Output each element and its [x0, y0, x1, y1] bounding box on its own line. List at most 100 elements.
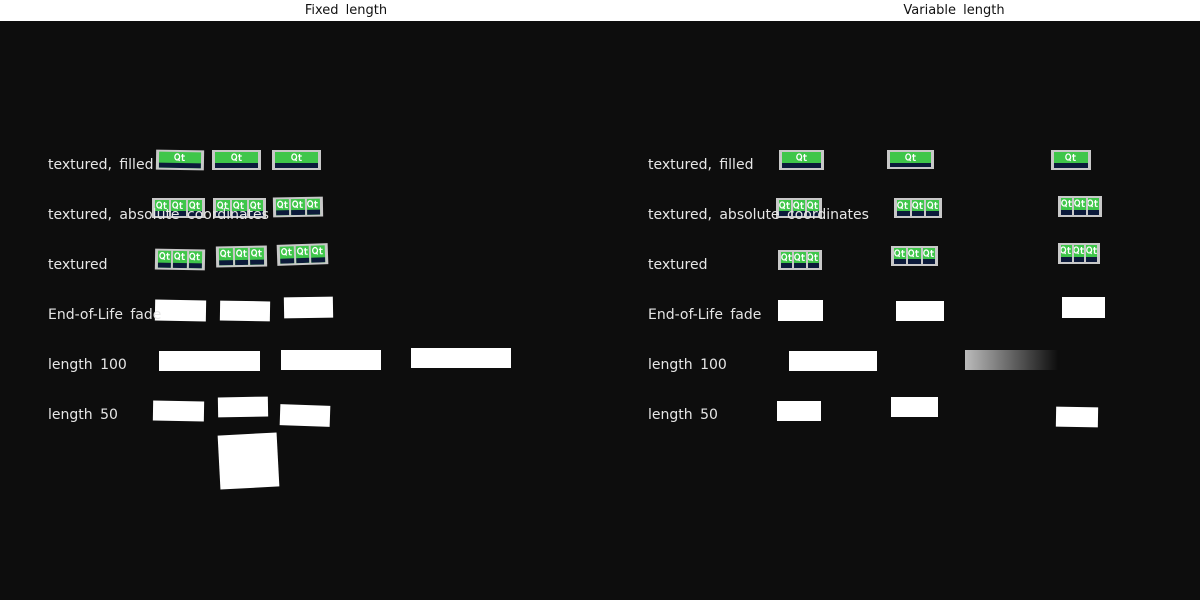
qt-logo-lettering [307, 200, 319, 209]
qt-logo-icon [1086, 245, 1098, 262]
row-label-textured-filled: textured, filled [648, 157, 754, 173]
variable-length-panel: textured, filled textured, absolute coord… [600, 21, 1200, 600]
qt-logo-icon [187, 200, 202, 216]
qt-logo-lettering [249, 201, 261, 210]
qt-logo-icon [216, 200, 231, 216]
qt-logo-lettering [296, 247, 308, 256]
qt-logo-particle [887, 150, 934, 169]
trail-particle [283, 296, 334, 319]
qt-logo-icon [157, 250, 172, 268]
qt-logo-icon [279, 246, 294, 264]
row-label-end-of-life-fade: End-of-Life fade [48, 307, 162, 323]
qt-logo-lettering [912, 201, 923, 210]
qt-logo-icon [794, 252, 806, 268]
qt-logo-particle [215, 245, 268, 268]
row-label-textured: textured [48, 257, 108, 273]
qt-logo-icon [173, 250, 187, 269]
qt-logo-icon [188, 251, 203, 269]
row-label-length-50: length 50 [48, 407, 118, 423]
qt-logo-lettering [1087, 199, 1099, 208]
qt-logo-icon [793, 200, 805, 216]
qt-logo-lettering [156, 201, 167, 210]
qt-logo-lettering [174, 153, 185, 162]
qt-logo-particle [272, 150, 321, 170]
qt-logo-lettering [158, 252, 170, 261]
qt-logo-lettering [172, 201, 184, 210]
qt-logo-lettering [1086, 246, 1097, 255]
trail-particle [789, 351, 877, 371]
qt-logo-particle [779, 150, 824, 170]
qt-logo-lettering [312, 246, 323, 255]
qt-logo-icon [890, 152, 931, 167]
qt-logo-icon [234, 247, 249, 266]
qt-logo-particle [152, 198, 205, 218]
qt-logo-particle [213, 198, 266, 218]
trail-particle [217, 432, 280, 490]
qt-logo-lettering [781, 253, 792, 262]
qt-logo-particle [276, 243, 329, 266]
qt-logo-lettering [894, 249, 905, 258]
trail-particle [411, 348, 511, 368]
trail-particle [778, 300, 823, 321]
qt-logo-icon [232, 200, 247, 216]
qt-logo-particle [1058, 196, 1102, 217]
row-label-length-100: length 100 [48, 357, 127, 373]
qt-logo-icon [897, 200, 910, 216]
row-label-length-50: length 50 [648, 407, 718, 423]
qt-logo-particle [776, 198, 822, 218]
qt-logo-lettering [290, 153, 302, 162]
qt-logo-particle [155, 149, 205, 171]
qt-logo-lettering [1065, 153, 1076, 162]
qt-logo-lettering [217, 201, 228, 210]
qt-logo-icon [894, 248, 907, 264]
trail-particle [1055, 406, 1099, 428]
row-label-textured-absolute: textured, absolute coordinates [648, 207, 869, 223]
qt-logo-lettering [188, 201, 200, 210]
row-label-end-of-life-fade: End-of-Life fade [648, 307, 762, 323]
qt-logo-icon [779, 200, 791, 216]
trail-particle [1062, 297, 1105, 318]
trail-particle [152, 400, 205, 422]
qt-logo-lettering [922, 249, 934, 258]
qt-logo-icon [275, 199, 290, 216]
qt-logo-particle [212, 150, 261, 170]
qt-logo-lettering [219, 249, 231, 258]
qt-logo-lettering [926, 201, 938, 210]
qt-logo-particle [891, 246, 938, 266]
qt-logo-particle [1051, 150, 1091, 170]
qt-logo-lettering [794, 253, 805, 262]
trail-particle [891, 397, 938, 417]
qt-logo-lettering [235, 249, 247, 258]
row-label-textured: textured [648, 257, 708, 273]
header-bar: Fixed length Variable length [0, 0, 1200, 21]
qt-logo-icon [291, 198, 305, 216]
trail-particle [217, 396, 269, 418]
qt-logo-icon [250, 247, 265, 265]
qt-logo-icon [295, 245, 310, 264]
qt-logo-icon [306, 198, 321, 215]
trail-particle [281, 350, 381, 370]
qt-logo-particle [1058, 243, 1100, 264]
qt-logo-lettering [292, 200, 303, 209]
qt-logo-lettering [189, 252, 201, 261]
qt-logo-icon [311, 245, 326, 263]
row-label-textured-filled: textured, filled [48, 157, 154, 173]
qt-logo-icon [275, 152, 318, 168]
qt-logo-lettering [1074, 199, 1085, 208]
qt-logo-lettering [251, 249, 262, 258]
qt-logo-lettering [1061, 199, 1072, 208]
trail-particle [219, 300, 271, 322]
row-label-textured-absolute: textured, absolute coordinates [48, 207, 269, 223]
qt-logo-icon [911, 200, 925, 216]
qt-logo-icon [781, 252, 793, 268]
qt-logo-icon [1074, 198, 1086, 215]
qt-logo-icon [1054, 152, 1088, 168]
trail-particle [279, 404, 331, 427]
trail-particle [896, 301, 944, 321]
qt-logo-lettering [795, 153, 807, 162]
qt-logo-lettering [233, 201, 245, 210]
qt-logo-icon [215, 152, 258, 168]
trail-particle [159, 351, 260, 371]
qt-logo-lettering [904, 153, 916, 162]
qt-logo-icon [807, 200, 819, 216]
